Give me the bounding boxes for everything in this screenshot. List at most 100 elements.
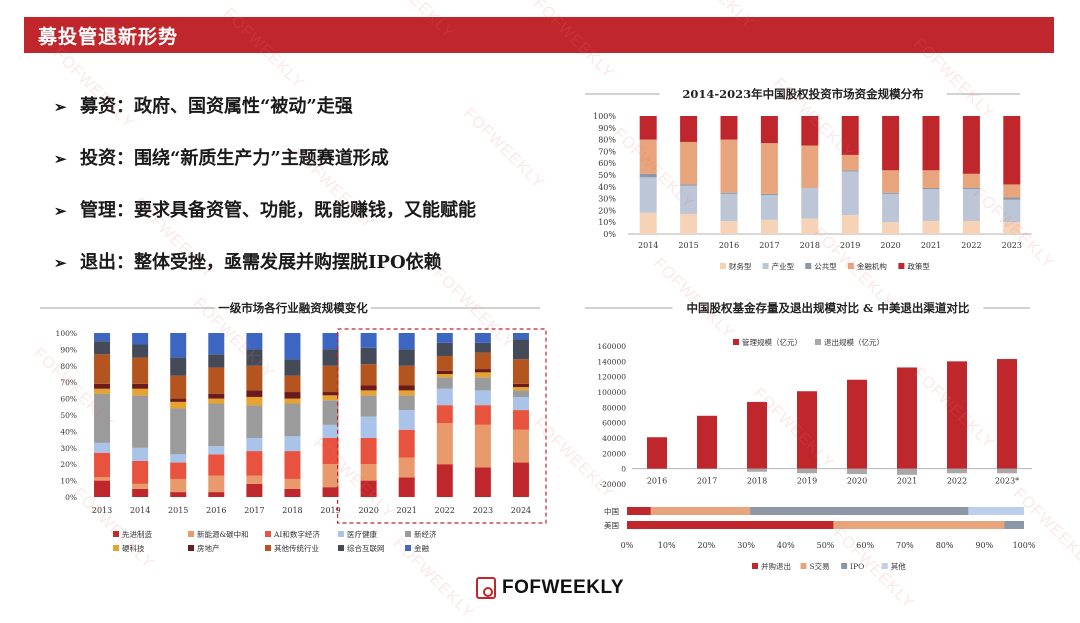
chart2-bar-segment [246,476,262,484]
chart4-category-label: 美国 [604,520,619,530]
chart4-legend-label: IPO [850,562,864,571]
chart2-bar-segment [399,410,415,430]
chart1-legend-swatch [805,263,811,269]
chart2-bar-segment [399,333,415,349]
chart2-bar-segment [132,395,148,447]
chart1-bar-segment [801,116,818,146]
chart2-bar-segment [246,484,262,497]
chart4-x-tick-label: 90% [975,541,993,550]
chart2-bar-segment [94,389,110,394]
chart2-bar-segment [208,367,224,393]
chart2-x-tick-label: 2017 [244,506,264,515]
chart1-y-tick-label: 10% [598,218,616,227]
chart2-bar-segment [170,479,186,492]
chart1-bar-segment [882,193,899,194]
chart3-x-tick-label: 2019 [797,477,817,486]
chart2-bar-segment [361,481,377,497]
chart1-bar-segment [721,221,738,234]
chart2-x-tick-label: 2016 [206,506,226,515]
chart1-bar-segment [640,174,657,178]
chart1-bar-segment [801,146,818,188]
chart1-bar-segment [680,214,697,234]
chart1-y-tick-label: 70% [598,147,616,156]
chart2-bar-segment [94,481,110,497]
chart2-legend-label: 硬科技 [122,543,145,553]
chart2-y-tick-label: 60% [60,395,77,404]
chart2-bar-segment [361,348,377,364]
chart2-bar-segment [475,353,491,369]
chart1-x-tick-label: 2023 [1002,241,1022,250]
chart1-bar-segment [1003,184,1020,197]
chart2-legend-swatch [338,545,344,551]
chart1-bar-segment [721,140,738,193]
chart1-x-tick-label: 2015 [678,241,698,250]
chart2-y-tick-label: 30% [60,444,77,453]
chart3-legend-swatch [815,339,821,345]
chart2-bar-segment [94,394,110,443]
chart2-bar-segment [399,395,415,410]
chart2-bar-segment [94,453,110,478]
chart2-bar-segment [284,404,300,437]
chart2-bar-segment [170,399,186,402]
chart1-bar-segment [680,184,697,185]
chart2-x-tick-label: 2014 [130,506,150,515]
chart2-bar-segment [399,390,415,395]
chart1-bar-segment [801,219,818,234]
chart2-x-tick-label: 2013 [92,506,112,515]
chart4-bar-segment [833,521,1004,529]
chart1-bar-segment [1003,197,1020,199]
chart2-legend-label: 医疗健康 [347,529,377,539]
chart3-bar-exit [847,469,867,474]
chart2-bar-segment [132,358,148,384]
chart3-y-tick-label: 60000 [602,419,626,428]
chart2-bar-segment [246,397,262,405]
chart1-bar-segment [761,116,778,143]
chart1-bar-segment [882,222,899,234]
chart2-bar-segment [323,366,339,392]
chart2-legend-label: 其他传统行业 [274,543,319,553]
chart2-bar-segment [246,438,262,451]
chart2-bar-segment [246,349,262,365]
chart3-y-tick-label: 140000 [597,357,626,366]
chart1-bar-segment [963,189,980,221]
chart2-bar-segment [132,389,148,396]
chart2-bar-segment [399,477,415,497]
chart2-bar-segment [208,476,224,492]
chart1-x-tick-label: 2020 [880,241,900,250]
logo-text: FOFWEEKLY [502,577,624,599]
chart1-bar-segment [923,116,940,170]
chart1-bar-segment [640,213,657,234]
chart1-bar-segment [842,116,859,155]
chart3-y-tick-label: 40000 [602,434,626,443]
chart4-bar-segment [968,507,1024,515]
chart2-bar-segment [170,333,186,358]
chart1-bar-segment [721,194,738,221]
chart1-legend-label: 公共型 [814,262,837,271]
chart2-legend-label: 新经济 [414,529,437,539]
chart1-bar-segment [721,193,738,194]
chart2-y-tick-label: 10% [60,477,77,486]
chart2-bar-segment [132,461,148,484]
chart3-y-tick-label: 80000 [602,403,626,412]
chart2-y-tick-label: 50% [60,411,77,420]
chart2-legend-swatch [265,545,271,551]
chart1-x-tick-label: 2017 [759,241,779,250]
chart4-legend-swatch [882,563,888,569]
chart1-bar-segment [761,143,778,194]
chart2-bar-segment [399,349,415,365]
chart1-bar-segment [640,116,657,140]
chart1-legend-label: 财务型 [729,261,752,271]
chart1-legend-swatch [720,263,726,269]
chart2-bar-segment [208,492,224,497]
chart2-y-tick-label: 80% [60,362,77,371]
chart1-legend-label: 政策型 [907,261,930,271]
chart2-bar-segment [513,359,529,384]
chart4-x-tick-label: 0% [621,541,634,550]
chart4-bar-segment [750,507,968,515]
chart2-bar-segment [399,430,415,458]
chart4-x-tick-label: 10% [658,541,676,550]
chart3-bar-exit [897,469,917,475]
chart2-bar-segment [437,343,453,356]
chart2-x-tick-label: 2024 [511,506,531,515]
chart2-bar-segment [513,340,529,360]
